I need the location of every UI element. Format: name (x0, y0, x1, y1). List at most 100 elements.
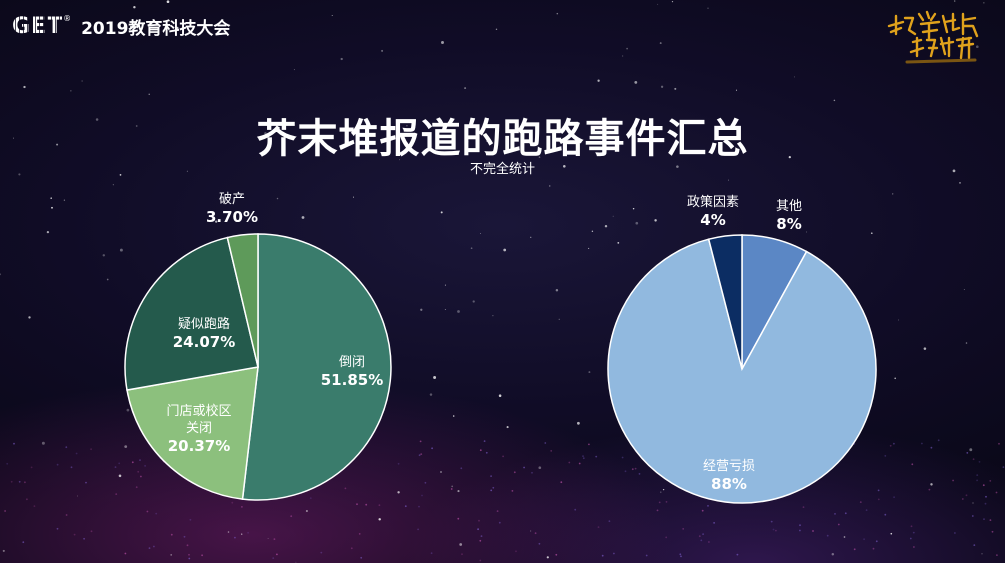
get-logo: GET (12, 14, 64, 39)
star (662, 488, 665, 491)
glow-dot (772, 528, 775, 531)
glow-dot (241, 506, 243, 508)
star (12, 137, 15, 139)
star (983, 2, 985, 4)
glow-dot (966, 452, 969, 454)
glow-dot (479, 449, 482, 452)
star (353, 196, 354, 198)
star (479, 233, 481, 234)
glow-dot (431, 447, 433, 450)
star (788, 155, 791, 159)
glow-dot (682, 528, 685, 530)
glow-dot (424, 481, 427, 484)
glow-dot (234, 536, 236, 539)
glow-dot (638, 473, 641, 475)
glow-dot (972, 458, 975, 461)
pie1-label-bankrupt: 破产3.70% (206, 192, 258, 226)
star (28, 316, 31, 319)
glow-dot (877, 498, 880, 501)
star (406, 124, 408, 127)
glow-dot (85, 481, 87, 484)
glow-dot (911, 463, 914, 466)
glow-dot (290, 515, 293, 518)
star (452, 415, 455, 417)
star (444, 284, 446, 286)
glow-dot (713, 522, 715, 524)
glow-dot (4, 510, 6, 512)
star (301, 216, 305, 219)
star (843, 536, 846, 538)
glow-dot (910, 525, 913, 528)
glow-dot (770, 520, 773, 523)
star (464, 87, 467, 90)
glow-dot (13, 442, 15, 445)
glow-dot (490, 475, 492, 477)
glow-dot (634, 467, 637, 470)
pie1-slice-1 (241, 233, 392, 501)
star (612, 215, 614, 217)
glow-dot (658, 501, 661, 504)
glow-dot (397, 462, 400, 465)
glow-dot (418, 454, 421, 457)
glow-dot (320, 551, 323, 554)
glow-dot (954, 532, 956, 534)
glow-dot (989, 519, 992, 521)
glow-dot (680, 555, 682, 558)
glow-dot (155, 512, 158, 515)
pie2-slice-3-value: 4% (700, 211, 725, 229)
glow-dot (799, 524, 801, 527)
star (538, 156, 541, 158)
glow-dot (645, 554, 648, 557)
star (728, 179, 729, 181)
event-name: 2019教育科技大会 (81, 19, 231, 39)
glow-dot (118, 462, 121, 465)
star (133, 5, 136, 9)
glow-dot (991, 530, 994, 533)
glow-dot (893, 496, 895, 499)
glow-dot (188, 557, 191, 560)
star (112, 184, 114, 186)
star (106, 278, 109, 281)
star (77, 495, 78, 497)
star (894, 377, 896, 380)
glow-dot (544, 442, 547, 444)
glow-dot (188, 553, 190, 556)
glow-dot (511, 490, 514, 492)
star (70, 90, 72, 92)
glow-dot (665, 501, 668, 503)
glow-dot (631, 468, 634, 471)
glow-dot (608, 520, 611, 523)
pie2-slice-3-name: 政策因素 (687, 194, 739, 210)
glow-dot (378, 504, 381, 507)
star (671, 0, 674, 3)
glow-dot (534, 532, 537, 535)
glow-dot (404, 505, 407, 508)
glow-dot (574, 508, 577, 511)
glow-dot (485, 451, 488, 454)
glow-dot (884, 513, 887, 516)
star (361, 140, 363, 142)
star (495, 28, 498, 31)
glow-dot (996, 554, 998, 556)
pie1-slice-3-value: 24.07% (173, 333, 235, 351)
glow-dot (247, 531, 250, 534)
glow-dot (502, 455, 504, 458)
glow-dot (802, 506, 805, 508)
glow-dot (582, 455, 584, 457)
glow-dot (698, 535, 701, 538)
glow-dot (90, 530, 93, 533)
slide-subtitle: 不完全统计 (469, 162, 535, 177)
glow-dot (479, 539, 482, 542)
slide-title: 芥末堆报道的跑路事件汇总 (256, 116, 749, 162)
star (634, 81, 638, 84)
glow-dot (582, 457, 585, 460)
glow-dot (186, 544, 189, 547)
star (890, 532, 893, 535)
star (953, 0, 956, 2)
glow-dot (461, 553, 463, 556)
